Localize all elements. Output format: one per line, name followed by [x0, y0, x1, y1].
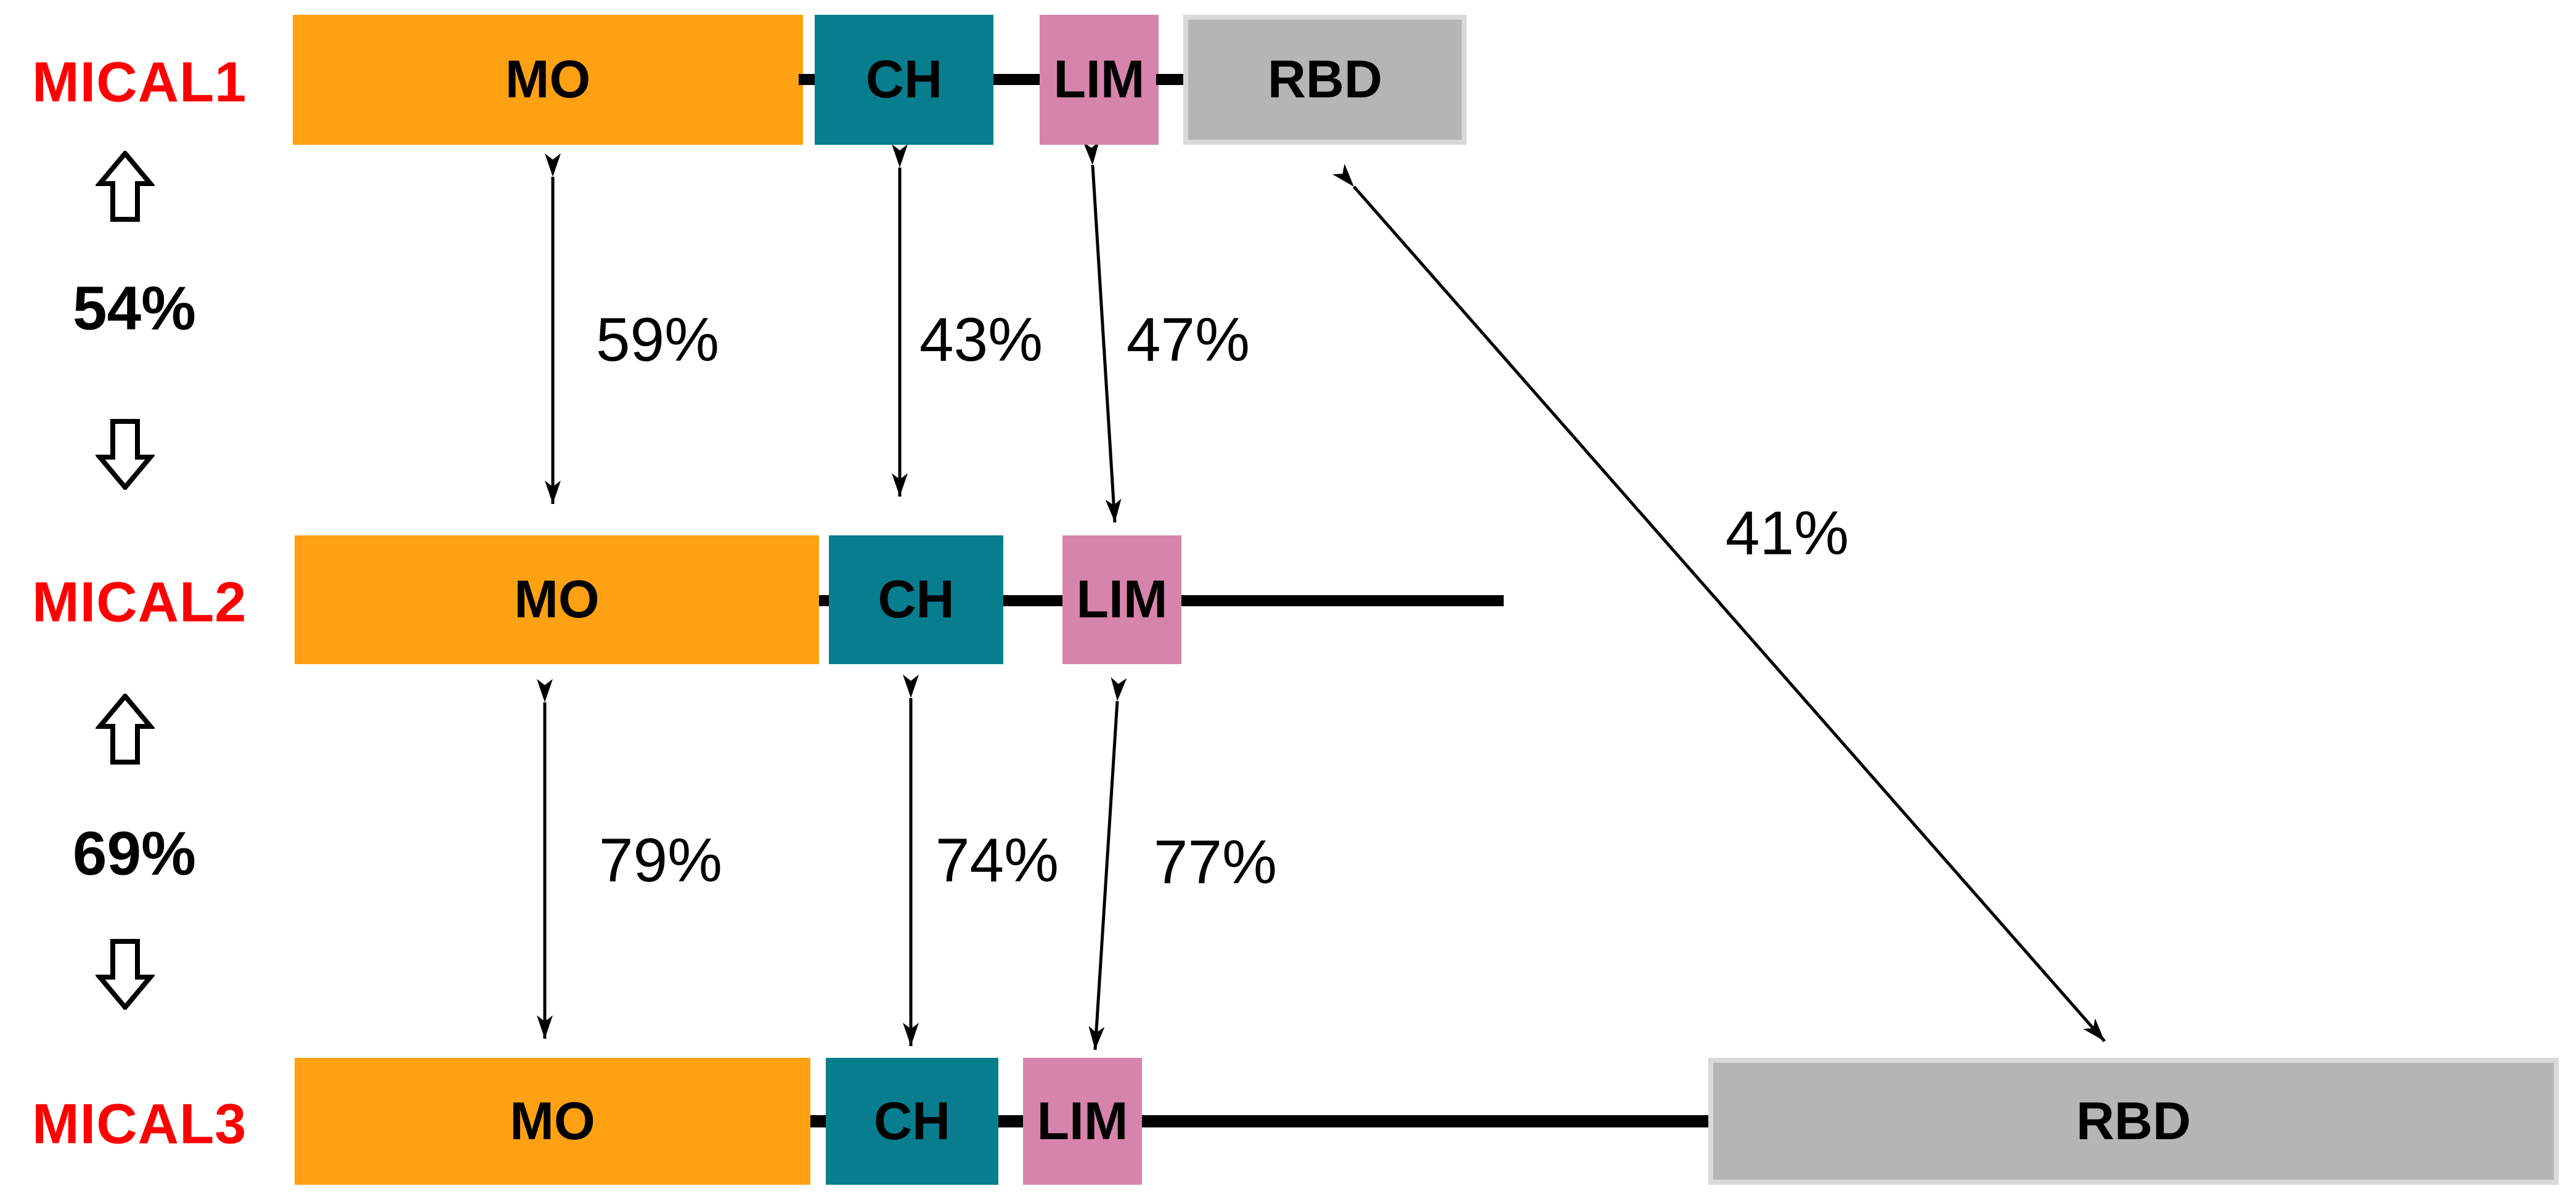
identity-overall-m1-m2: 54% [72, 274, 197, 343]
mical2-cterminal-tail-line [1181, 595, 1504, 606]
block-up-arrow-m1-m2 [96, 151, 155, 222]
identity-lim-m1-m2: 47% [1126, 305, 1250, 375]
protein-name-mical2: MICAL2 [32, 571, 247, 634]
mical3-mo-domain: MO [295, 1058, 810, 1185]
identity-rbd-m1-m3: 41% [1725, 498, 1849, 568]
domain-label: MO [514, 570, 600, 629]
domain-label: RBD [1267, 50, 1383, 109]
domain-label: CH [873, 1091, 951, 1151]
mical1-linker-mo-ch [799, 74, 817, 85]
domain-label: LIM [1076, 570, 1168, 629]
domain-label: MO [510, 1091, 595, 1151]
mical3-lim-domain: LIM [1023, 1058, 1142, 1185]
identity-ch-m1-m2: 43% [919, 305, 1043, 375]
domain-label: LIM [1053, 50, 1145, 109]
block-up-arrow-m2-m3 [96, 694, 155, 765]
mical1-linker-ch-lim [993, 74, 1040, 85]
protein-name-mical3: MICAL3 [32, 1092, 247, 1156]
mical3-internal-linker-line [1142, 1115, 1708, 1127]
mical3-ch-domain: CH [826, 1058, 998, 1185]
identity-mo-m1-m2: 59% [595, 305, 720, 375]
identity-lim-m2-m3: 77% [1153, 827, 1278, 897]
protein-name-mical1: MICAL1 [32, 51, 247, 114]
block-down-arrow-m1-m2 [96, 419, 155, 490]
double-arrow-lim-m2-m3 [1088, 677, 1127, 1050]
domain-label: MO [505, 50, 591, 109]
mical3-linker-ch-lim [998, 1115, 1023, 1127]
identity-ch-m2-m3: 74% [935, 826, 1059, 895]
domain-label: CH [878, 570, 955, 629]
identity-overall-m2-m3: 69% [72, 819, 197, 888]
domain-label: CH [865, 50, 943, 109]
mical3-rbd-domain: RBD [1708, 1058, 2559, 1185]
identity-mo-m2-m3: 79% [598, 826, 723, 895]
double-arrow-rbd-m1-m3 [1332, 163, 2106, 1042]
mical2-linker-ch-lim [1003, 595, 1062, 606]
block-down-arrow-m2-m3 [96, 939, 155, 1010]
mical1-mo-domain: MO [293, 15, 803, 145]
mical2-linker-mo-ch [819, 595, 829, 606]
mical1-linker-lim-rbd [1156, 74, 1188, 85]
double-arrow-lim-m1-m2 [1083, 141, 1122, 523]
mical2-ch-domain: CH [829, 535, 1003, 664]
mical1-rbd-domain: RBD [1183, 15, 1467, 145]
mical1-ch-domain: CH [815, 15, 993, 145]
domain-label: LIM [1037, 1091, 1128, 1151]
mical2-lim-domain: LIM [1062, 535, 1181, 664]
mical3-linker-mo-ch [810, 1115, 826, 1127]
domain-label: RBD [2076, 1091, 2191, 1151]
mical1-lim-domain: LIM [1040, 15, 1159, 145]
mical2-mo-domain: MO [295, 535, 819, 664]
